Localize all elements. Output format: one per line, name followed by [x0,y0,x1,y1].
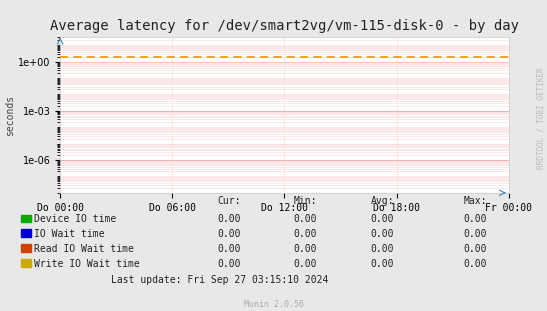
Title: Average latency for /dev/smart2vg/vm-115-disk-0 - by day: Average latency for /dev/smart2vg/vm-115… [50,19,519,33]
Text: Munin 2.0.56: Munin 2.0.56 [243,300,304,309]
Text: 0.00: 0.00 [294,214,317,224]
Text: 0.00: 0.00 [370,229,394,239]
Text: 0.00: 0.00 [463,214,487,224]
Text: Last update: Fri Sep 27 03:15:10 2024: Last update: Fri Sep 27 03:15:10 2024 [111,275,328,285]
Text: 0.00: 0.00 [294,259,317,269]
Text: 0.00: 0.00 [294,244,317,254]
Text: 0.00: 0.00 [217,214,241,224]
Text: Max:: Max: [463,196,487,206]
Text: Device IO time: Device IO time [34,214,116,224]
Text: IO Wait time: IO Wait time [34,229,104,239]
Text: 0.00: 0.00 [463,244,487,254]
Text: 0.00: 0.00 [217,244,241,254]
Text: RRDTOOL / TOBI OETIKER: RRDTOOL / TOBI OETIKER [537,67,546,169]
Text: Min:: Min: [294,196,317,206]
Text: Avg:: Avg: [370,196,394,206]
Y-axis label: seconds: seconds [5,95,15,136]
Text: 0.00: 0.00 [370,259,394,269]
Text: 0.00: 0.00 [370,214,394,224]
Text: 0.00: 0.00 [463,229,487,239]
Text: Write IO Wait time: Write IO Wait time [34,259,139,269]
Text: 0.00: 0.00 [294,229,317,239]
Text: 0.00: 0.00 [463,259,487,269]
Text: Read IO Wait time: Read IO Wait time [34,244,134,254]
Text: 0.00: 0.00 [217,259,241,269]
Text: 0.00: 0.00 [217,229,241,239]
Text: 0.00: 0.00 [370,244,394,254]
Text: Cur:: Cur: [217,196,241,206]
